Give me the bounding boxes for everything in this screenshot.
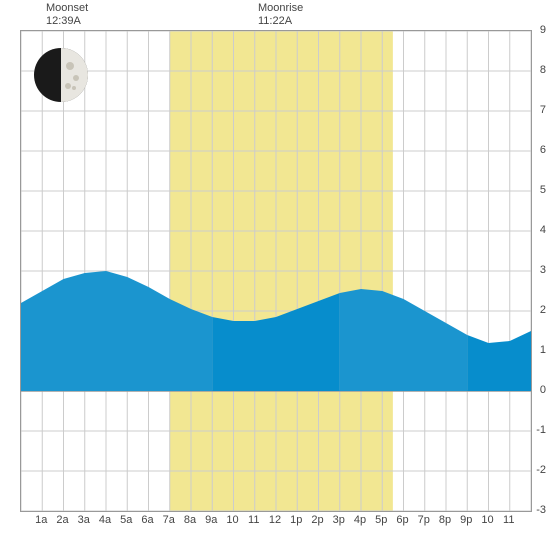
x-tick-label: 4p: [354, 514, 366, 526]
x-tick-label: 10: [481, 514, 493, 526]
x-tick-label: 5p: [375, 514, 387, 526]
moonset-label: Moonset: [46, 2, 88, 15]
x-tick-label: 11: [503, 514, 514, 526]
x-tick-label: 10: [226, 514, 238, 526]
x-tick-label: 8p: [439, 514, 451, 526]
x-tick-label: 4a: [99, 514, 111, 526]
y-tick-label: 2: [532, 304, 546, 316]
x-tick-label: 7a: [163, 514, 175, 526]
moonset-header: Moonset 12:39A: [46, 2, 88, 28]
y-tick-label: 4: [532, 224, 546, 236]
x-tick-label: 7p: [418, 514, 430, 526]
x-tick-label: 12: [269, 514, 281, 526]
y-tick-label: -2: [532, 464, 546, 476]
x-tick-label: 3a: [78, 514, 90, 526]
x-tick-label: 2a: [56, 514, 68, 526]
moonrise-time: 11:22A: [258, 15, 303, 28]
y-tick-label: -1: [532, 424, 546, 436]
y-tick-label: 5: [532, 184, 546, 196]
y-tick-label: 3: [532, 264, 546, 276]
y-tick-label: 9: [532, 24, 546, 36]
x-tick-label: 6p: [396, 514, 408, 526]
moon-svg: [26, 40, 96, 110]
y-tick-label: 8: [532, 64, 546, 76]
y-tick-label: 7: [532, 104, 546, 116]
chart-plot-area: [20, 30, 532, 512]
x-tick-label: 1p: [290, 514, 302, 526]
moonrise-label: Moonrise: [258, 2, 303, 15]
moonrise-header: Moonrise 11:22A: [258, 2, 303, 28]
moon-phase-icon: [26, 40, 96, 115]
y-tick-label: 0: [532, 384, 546, 396]
chart-svg: [21, 31, 531, 511]
x-tick-label: 2p: [311, 514, 323, 526]
x-tick-label: 9a: [205, 514, 217, 526]
x-tick-label: 8a: [184, 514, 196, 526]
moonset-time: 12:39A: [46, 15, 88, 28]
x-tick-label: 1a: [35, 514, 47, 526]
x-tick-label: 11: [248, 514, 259, 526]
x-tick-label: 5a: [120, 514, 132, 526]
x-tick-label: 3p: [333, 514, 345, 526]
x-tick-label: 9p: [460, 514, 472, 526]
y-tick-label: 1: [532, 344, 546, 356]
x-tick-label: 6a: [141, 514, 153, 526]
y-tick-label: -3: [532, 504, 546, 516]
tide-chart-container: Moonset 12:39A Moonrise 11:22A 9 8 7 6 5 4 3 2 1…: [0, 0, 550, 550]
y-tick-label: 6: [532, 144, 546, 156]
